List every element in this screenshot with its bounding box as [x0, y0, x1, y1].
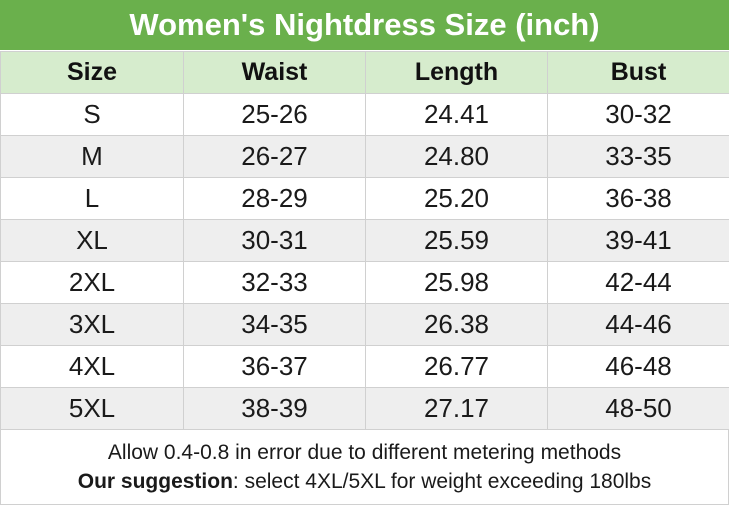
length-cell: 24.41: [365, 93, 548, 136]
table-row: 3XL 34-35 26.38 44-46: [0, 303, 729, 346]
waist-cell: 28-29: [183, 177, 366, 220]
waist-cell: 32-33: [183, 261, 366, 304]
bust-cell: 46-48: [547, 345, 729, 388]
suggestion-label: Our suggestion: [77, 470, 233, 493]
notes-section: Allow 0.4-0.8 in error due to different …: [0, 430, 729, 505]
size-cell: 4XL: [0, 345, 184, 388]
length-cell: 26.77: [365, 345, 548, 388]
size-cell: 5XL: [0, 387, 184, 430]
chart-title: Women's Nightdress Size (inch): [0, 0, 729, 51]
table-row: 5XL 38-39 27.17 48-50: [0, 387, 729, 430]
table-row: XL 30-31 25.59 39-41: [0, 219, 729, 262]
waist-cell: 38-39: [183, 387, 366, 430]
bust-cell: 30-32: [547, 93, 729, 136]
bust-cell: 42-44: [547, 261, 729, 304]
length-cell: 25.20: [365, 177, 548, 220]
length-cell: 26.38: [365, 303, 548, 346]
header-row: Size Waist Length Bust: [0, 51, 729, 94]
header-length: Length: [365, 51, 548, 94]
size-cell: L: [0, 177, 184, 220]
bust-cell: 48-50: [547, 387, 729, 430]
size-cell: S: [0, 93, 184, 136]
waist-cell: 30-31: [183, 219, 366, 262]
size-cell: XL: [0, 219, 184, 262]
bust-cell: 39-41: [547, 219, 729, 262]
table-row: S 25-26 24.41 30-32: [0, 93, 729, 136]
waist-cell: 34-35: [183, 303, 366, 346]
header-bust: Bust: [547, 51, 729, 94]
size-table: Size Waist Length Bust S 25-26 24.41 30-…: [0, 51, 729, 430]
error-note: Allow 0.4-0.8 in error due to different …: [107, 441, 622, 464]
table-row: 2XL 32-33 25.98 42-44: [0, 261, 729, 304]
size-cell: M: [0, 135, 184, 178]
length-cell: 25.59: [365, 219, 548, 262]
table-row: 4XL 36-37 26.77 46-48: [0, 345, 729, 388]
header-size: Size: [0, 51, 184, 94]
bust-cell: 44-46: [547, 303, 729, 346]
suggestion-note: Our suggestion: select 4XL/5XL for weigh…: [78, 467, 652, 496]
waist-cell: 26-27: [183, 135, 366, 178]
size-cell: 3XL: [0, 303, 184, 346]
bust-cell: 33-35: [547, 135, 729, 178]
waist-cell: 25-26: [183, 93, 366, 136]
bust-cell: 36-38: [547, 177, 729, 220]
header-waist: Waist: [183, 51, 366, 94]
table-row: M 26-27 24.80 33-35: [0, 135, 729, 178]
length-cell: 24.80: [365, 135, 548, 178]
length-cell: 25.98: [365, 261, 548, 304]
length-cell: 27.17: [365, 387, 548, 430]
waist-cell: 36-37: [183, 345, 366, 388]
size-cell: 2XL: [0, 261, 184, 304]
table-row: L 28-29 25.20 36-38: [0, 177, 729, 220]
suggestion-text: : select 4XL/5XL for weight exceeding 18…: [232, 470, 652, 493]
